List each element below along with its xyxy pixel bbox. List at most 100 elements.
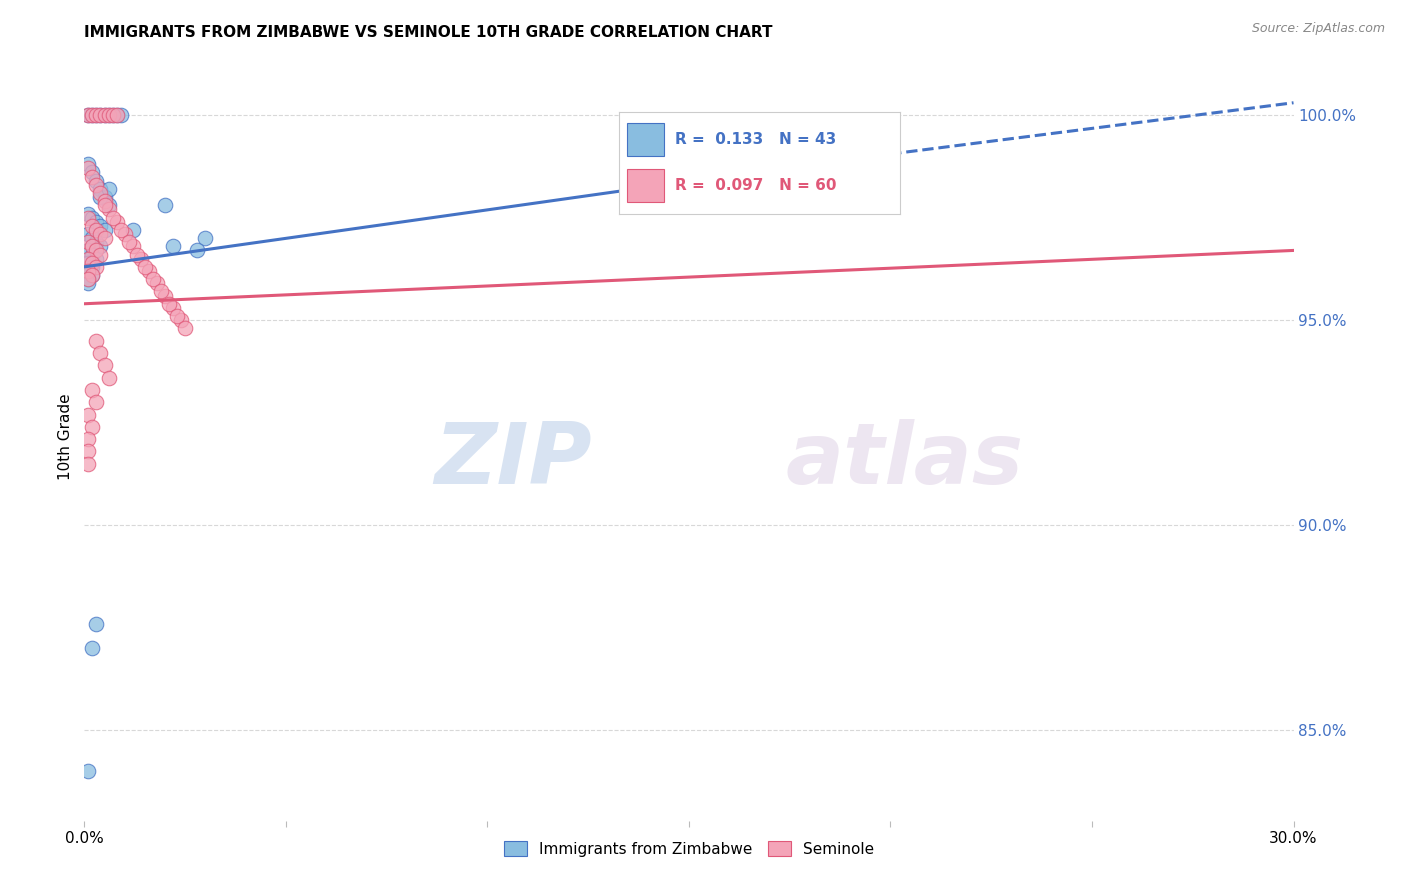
Point bbox=[118, 235, 141, 250]
Point bbox=[149, 285, 172, 299]
Point bbox=[93, 108, 115, 122]
Point bbox=[166, 309, 188, 323]
Text: R =  0.133   N = 43: R = 0.133 N = 43 bbox=[675, 132, 837, 146]
Point bbox=[77, 211, 100, 225]
Point bbox=[186, 244, 208, 258]
Point bbox=[82, 108, 104, 122]
Point bbox=[77, 264, 100, 278]
Point bbox=[89, 239, 111, 253]
Point bbox=[86, 235, 108, 250]
Point bbox=[77, 206, 100, 220]
Point bbox=[77, 457, 100, 471]
Point bbox=[97, 370, 120, 384]
Point bbox=[153, 198, 176, 212]
Point bbox=[89, 247, 111, 261]
Point bbox=[86, 215, 108, 229]
Point bbox=[114, 227, 136, 241]
Point bbox=[77, 408, 100, 422]
Point bbox=[86, 252, 108, 266]
Point bbox=[77, 161, 100, 176]
Point bbox=[82, 239, 104, 253]
Point bbox=[86, 244, 108, 258]
Point bbox=[82, 268, 104, 282]
Point bbox=[110, 223, 132, 237]
Point bbox=[86, 223, 108, 237]
Point bbox=[82, 247, 104, 261]
Text: Source: ZipAtlas.com: Source: ZipAtlas.com bbox=[1251, 22, 1385, 36]
Point bbox=[97, 108, 120, 122]
Point bbox=[89, 182, 111, 196]
Point bbox=[82, 211, 104, 225]
Point bbox=[77, 272, 100, 286]
Text: IMMIGRANTS FROM ZIMBABWE VS SEMINOLE 10TH GRADE CORRELATION CHART: IMMIGRANTS FROM ZIMBABWE VS SEMINOLE 10T… bbox=[84, 25, 773, 40]
Point bbox=[77, 277, 100, 291]
Point bbox=[170, 313, 193, 327]
Point bbox=[105, 108, 128, 122]
Point bbox=[89, 219, 111, 233]
Point bbox=[77, 272, 100, 286]
Point bbox=[97, 182, 120, 196]
Point bbox=[97, 108, 120, 122]
Point bbox=[77, 244, 100, 258]
Point bbox=[129, 252, 152, 266]
Point bbox=[77, 235, 100, 250]
Point bbox=[97, 202, 120, 217]
Point bbox=[146, 277, 169, 291]
Point bbox=[86, 178, 108, 192]
Point bbox=[93, 231, 115, 245]
Point bbox=[86, 616, 108, 631]
Point bbox=[105, 108, 128, 122]
Bar bbox=[627, 169, 664, 202]
Point bbox=[89, 190, 111, 204]
Point bbox=[93, 190, 115, 204]
Point bbox=[93, 223, 115, 237]
Point bbox=[157, 297, 180, 311]
Text: R =  0.097   N = 60: R = 0.097 N = 60 bbox=[675, 178, 837, 193]
Point bbox=[93, 198, 115, 212]
Bar bbox=[627, 123, 664, 155]
Point bbox=[162, 239, 184, 253]
Point bbox=[82, 231, 104, 245]
Text: ZIP: ZIP bbox=[434, 418, 592, 501]
Point bbox=[82, 641, 104, 656]
Point bbox=[77, 227, 100, 241]
Point bbox=[86, 108, 108, 122]
Point bbox=[77, 264, 100, 278]
Point bbox=[174, 321, 197, 335]
Point bbox=[142, 272, 165, 286]
Point bbox=[86, 108, 108, 122]
Text: atlas: atlas bbox=[786, 418, 1024, 501]
Point bbox=[138, 264, 160, 278]
Y-axis label: 10th Grade: 10th Grade bbox=[58, 393, 73, 481]
Point bbox=[89, 186, 111, 200]
Point bbox=[97, 198, 120, 212]
Point bbox=[105, 215, 128, 229]
Point bbox=[134, 260, 156, 274]
Point bbox=[121, 223, 143, 237]
Point bbox=[89, 346, 111, 360]
Point bbox=[89, 227, 111, 241]
Point bbox=[101, 211, 124, 225]
Point bbox=[101, 108, 124, 122]
Point bbox=[77, 157, 100, 171]
Point bbox=[82, 268, 104, 282]
Point bbox=[82, 219, 104, 233]
Point bbox=[153, 288, 176, 302]
Point bbox=[93, 108, 115, 122]
Point bbox=[89, 108, 111, 122]
Point bbox=[77, 764, 100, 779]
Point bbox=[82, 260, 104, 274]
Point bbox=[77, 252, 100, 266]
Point bbox=[101, 108, 124, 122]
Point bbox=[82, 256, 104, 270]
Point bbox=[86, 334, 108, 348]
Point bbox=[77, 108, 100, 122]
Point bbox=[89, 108, 111, 122]
Point bbox=[82, 165, 104, 179]
Point bbox=[110, 108, 132, 122]
Point bbox=[125, 247, 148, 261]
Point bbox=[194, 231, 217, 245]
Point bbox=[121, 239, 143, 253]
Point bbox=[82, 108, 104, 122]
Point bbox=[93, 359, 115, 373]
